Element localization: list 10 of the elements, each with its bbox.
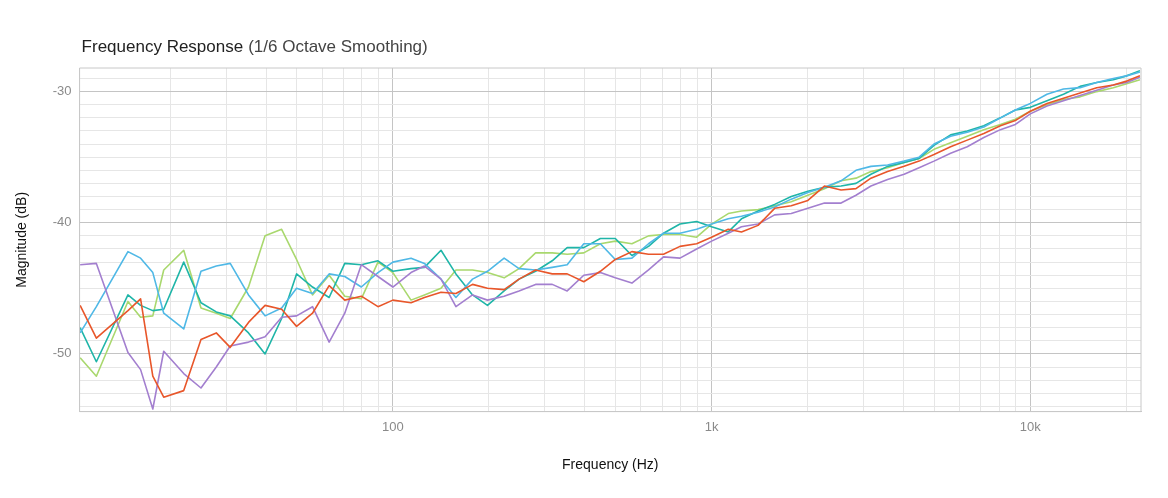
y-tick-label: -50 bbox=[52, 345, 72, 361]
x-tick-label: 100 bbox=[382, 418, 404, 434]
x-tick-label: 10k bbox=[1019, 418, 1042, 434]
x-tick-label: 1k bbox=[704, 418, 719, 434]
y-axis-title: Magnitude (dB) bbox=[13, 191, 30, 288]
y-tick-label: -40 bbox=[52, 214, 72, 230]
y-tick-label: -30 bbox=[52, 83, 72, 99]
x-axis-title: Frequency (Hz) bbox=[562, 456, 659, 473]
chart-subtitle: (1/6 Octave Smoothing) bbox=[248, 37, 428, 56]
chart-title: Frequency Response bbox=[81, 37, 244, 56]
